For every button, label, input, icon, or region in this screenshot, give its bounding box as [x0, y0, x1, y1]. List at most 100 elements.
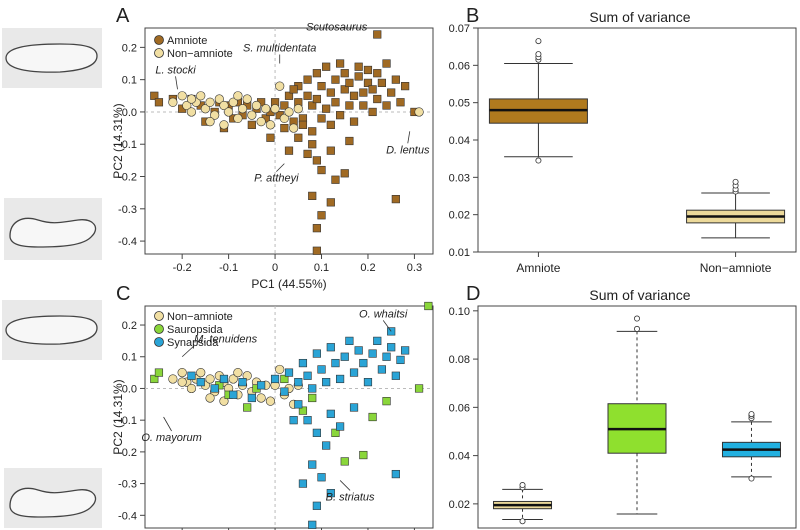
- data-point-amniote: [345, 136, 354, 146]
- legend-c: Non−amniote Sauropsida Synapsida: [154, 311, 233, 349]
- data-point-amniote: [317, 114, 326, 123]
- scatter-panel-c: 0.2 0.1 0.0 -0.1 -0.2 -0.3 -0.4 M. tenuidens O.…: [111, 301, 434, 530]
- y-tick-label: 0.04: [449, 135, 470, 147]
- data-point-non-amniote: [186, 383, 197, 394]
- legend-label-non-amniote: Non−amniote: [167, 48, 233, 60]
- data-point-amniote: [331, 75, 340, 84]
- data-point-amniote: [377, 78, 387, 87]
- legend-swatch-non-amniote-c: [154, 311, 164, 321]
- legend-label-synapsida: Synapsida: [167, 337, 219, 349]
- data-point-non-amniote: [242, 94, 252, 104]
- data-point-amniote: [289, 85, 298, 94]
- panel-letter-c: C: [116, 283, 130, 305]
- data-point-non-amniote: [205, 393, 215, 403]
- y-tick-label: 0.1: [122, 75, 137, 87]
- data-point-non-amniote: [247, 110, 257, 120]
- outline-thumbnail-c1: [2, 300, 102, 360]
- annotation-leader-line: [181, 345, 195, 358]
- data-point-non-amniote: [205, 117, 215, 127]
- data-point-synapsida: [257, 381, 266, 390]
- boxplot-panel-d: Sum of variance 0.02 0.04 0.06 0.08 0.10: [449, 287, 797, 529]
- data-point-amniote: [322, 62, 331, 71]
- data-point-amniote: [308, 101, 317, 110]
- y-tick-label: -0.4: [118, 510, 137, 522]
- x-tick-label: -0.1: [219, 262, 238, 274]
- y-axis-label-c: PC2 (14.31%): [111, 379, 125, 454]
- data-point-non-amniote: [233, 91, 243, 101]
- data-point-synapsida: [391, 371, 400, 380]
- data-point-synapsida: [312, 501, 321, 510]
- data-point-amniote: [317, 82, 326, 91]
- data-point-amniote: [373, 94, 382, 104]
- data-point-amniote: [345, 101, 354, 110]
- data-point-amniote: [335, 111, 345, 120]
- legend-swatch-synapsida: [154, 337, 164, 347]
- data-point-amniote: [359, 88, 368, 97]
- data-point-amniote: [382, 101, 391, 110]
- data-point-synapsida: [349, 368, 359, 377]
- data-point-sauropsida: [243, 403, 252, 412]
- data-point-amniote: [326, 88, 335, 97]
- y-tick-label: 0.06: [449, 60, 470, 72]
- data-point-amniote: [363, 78, 373, 87]
- legend-swatch-sauropsida: [154, 324, 164, 334]
- data-point-amniote: [349, 91, 359, 100]
- data-point-amniote: [387, 88, 396, 97]
- category-label-amniote: Amniote: [516, 261, 560, 275]
- data-point-synapsida: [373, 336, 382, 345]
- data-point-synapsida: [331, 358, 340, 368]
- data-point-synapsida: [219, 374, 229, 384]
- data-point-synapsida: [401, 346, 410, 355]
- outlier-amniote: [535, 157, 542, 164]
- y-tick-label: -0.1: [118, 139, 137, 151]
- data-point-synapsida: [294, 378, 303, 387]
- data-point-non-amniote: [414, 107, 424, 117]
- data-point-synapsida: [280, 387, 289, 396]
- y-tick-label: -0.1: [118, 415, 137, 427]
- legend-label-sauropsida: Sauropsida: [167, 324, 224, 336]
- data-point-synapsida: [298, 358, 308, 368]
- plot-frame-c: [144, 305, 434, 529]
- data-point-amniote: [335, 59, 345, 68]
- data-point-sauropsida: [298, 406, 308, 415]
- data-point-synapsida: [196, 378, 205, 387]
- x-tick-label: 0.2: [360, 262, 375, 274]
- data-point-non-amniote: [219, 396, 229, 406]
- data-point-non-amniote: [177, 91, 187, 101]
- data-point-amniote: [312, 156, 321, 165]
- data-point-sauropsida: [331, 428, 340, 437]
- y-tick-label: 0.08: [449, 354, 470, 366]
- data-point-synapsida: [284, 368, 294, 377]
- boxplot-panel-b: Sum of variance Amniote Non−amniote 0.01 0…: [449, 9, 797, 275]
- data-point-amniote: [322, 104, 331, 113]
- data-point-synapsida: [229, 390, 238, 399]
- data-point-non-amniote: [219, 120, 229, 130]
- panel-letter-b: B: [466, 5, 479, 27]
- data-point-amniote: [396, 98, 405, 107]
- y-tick-label: -0.4: [118, 236, 137, 248]
- data-point-amniote: [340, 69, 349, 78]
- data-point-non-amniote: [214, 94, 224, 104]
- data-point-non-amniote: [228, 374, 238, 384]
- data-point-non-amniote: [168, 374, 178, 384]
- data-point-non-amniote: [196, 91, 206, 101]
- data-point-sauropsida: [414, 384, 424, 393]
- outlier-sauropsida: [634, 315, 641, 322]
- y-tick-label: 0.1: [122, 352, 137, 364]
- outline-thumbnail-a1: [2, 28, 102, 88]
- data-point-amniote: [359, 101, 368, 110]
- annotation-leader-line: [276, 163, 285, 172]
- data-point-amniote: [326, 120, 335, 129]
- data-point-non-amniote: [186, 107, 197, 117]
- data-point-synapsida: [382, 352, 391, 361]
- data-point-amniote: [317, 165, 326, 175]
- annotation-leader-line: [175, 76, 178, 90]
- data-point-non-amniote: [205, 97, 215, 107]
- data-point-amniote: [382, 59, 391, 68]
- data-point-amniote: [312, 69, 321, 78]
- data-point-synapsida: [377, 365, 387, 374]
- data-point-amniote: [312, 246, 321, 255]
- data-point-amniote: [154, 98, 164, 107]
- data-point-sauropsida: [150, 374, 159, 384]
- y-tick-label: 0.06: [449, 402, 470, 414]
